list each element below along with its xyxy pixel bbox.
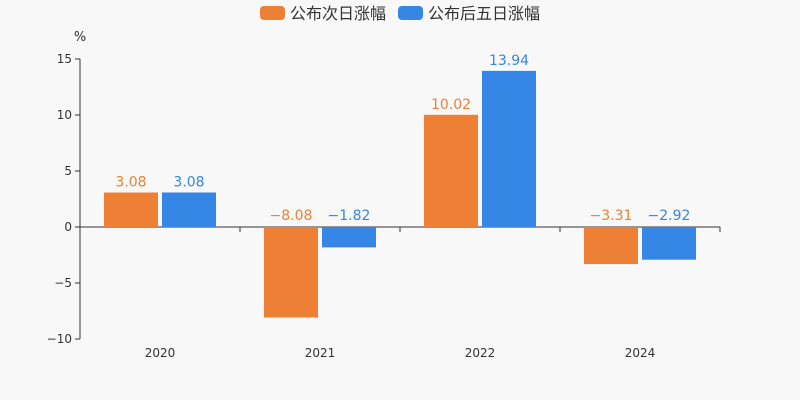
bar-公布次日涨幅-2020[interactable]: [104, 192, 158, 227]
data-label: −8.08: [270, 208, 313, 224]
x-tick-label: 2024: [625, 346, 656, 360]
bars: [104, 70, 696, 318]
legend-label: 公布次日涨幅: [290, 4, 386, 23]
bar-公布后五日涨幅-2024[interactable]: [642, 227, 696, 260]
legend-label: 公布后五日涨幅: [428, 4, 540, 23]
y-tick-label: −5: [54, 276, 72, 290]
x-tick-label: 2022: [465, 346, 496, 360]
bar-公布次日涨幅-2022[interactable]: [424, 114, 478, 227]
data-label: 3.08: [173, 175, 204, 191]
data-labels: 3.08 −8.08 10.02 −3.31 3.08 −1.82 13.94 −2.92: [115, 53, 690, 224]
bar-公布后五日涨幅-2021[interactable]: [322, 227, 376, 248]
data-label: 13.94: [489, 53, 529, 69]
y-axis-unit: %: [74, 30, 86, 45]
y-tick-label: 5: [64, 164, 72, 178]
legend-item[interactable]: 公布后五日涨幅: [398, 4, 540, 23]
bar-公布次日涨幅-2021[interactable]: [264, 227, 318, 318]
data-label: −1.82: [328, 208, 371, 224]
bar-公布次日涨幅-2024[interactable]: [584, 227, 638, 265]
bar-公布后五日涨幅-2022[interactable]: [482, 70, 536, 227]
data-label: −2.92: [648, 208, 691, 224]
data-label: −3.31: [590, 208, 633, 224]
x-tick-label: 2021: [305, 346, 336, 360]
y-tick-label: 15: [57, 52, 72, 66]
bar-公布后五日涨幅-2020[interactable]: [162, 192, 216, 227]
legend-item[interactable]: 公布次日涨幅: [260, 4, 386, 23]
x-tick-label: 2020: [145, 346, 176, 360]
data-label: 3.08: [115, 175, 146, 191]
y-axis: −10 −5 0 5 10 15: [47, 52, 81, 346]
legend-swatch: [398, 6, 423, 20]
y-tick-label: −10: [47, 332, 72, 346]
y-tick-label: 0: [64, 220, 72, 234]
y-tick-label: 10: [57, 108, 72, 122]
data-label: 10.02: [431, 97, 471, 113]
legend-swatch: [260, 6, 285, 20]
legend: 公布次日涨幅 公布后五日涨幅: [260, 4, 540, 23]
